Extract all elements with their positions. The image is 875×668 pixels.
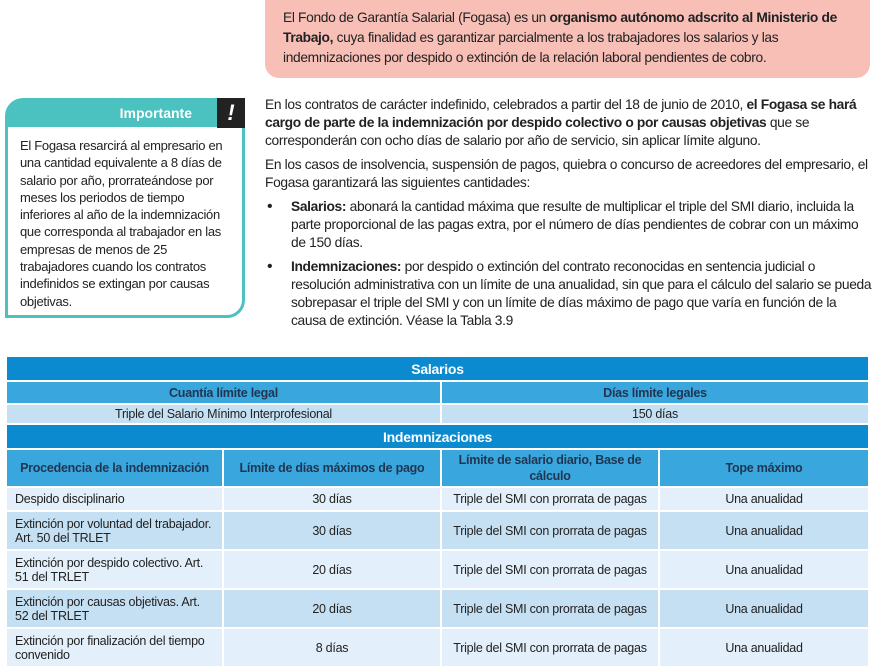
p1-bold: el Fogasa se hará cargo de parte de la i… [265, 97, 857, 130]
table-row: Despido disciplinario 30 días Triple del S… [7, 488, 868, 510]
fogasa-table: Salarios Cuantía límite legal Días límit… [5, 355, 870, 668]
intro-callout: El Fondo de Garantía Salarial (Fogasa) e… [265, 0, 870, 78]
table-cell: Una anualidad [660, 551, 868, 588]
header-cell: Tope máximo [660, 450, 868, 486]
paragraph-2: En los casos de insolvencia, suspensión … [265, 157, 868, 190]
bullet-label: Indemnizaciones: [291, 259, 402, 274]
table-cell: Triple del SMI con prorrata de pagas [442, 488, 658, 510]
table-cell: 150 días [442, 405, 868, 423]
table-cell: Triple del SMI con prorrata de pagas [442, 590, 658, 627]
table-cell: Extinción por causas objetivas. Art. 52 … [7, 590, 222, 627]
paragraph-1: En los contratos de carácter indefinido,… [265, 96, 872, 150]
table-cell: 30 días [224, 512, 440, 549]
table-cell: Una anualidad [660, 629, 868, 666]
exclamation-icon: ! [217, 98, 245, 128]
table-cell: Extinción por finalización del tiempo co… [7, 629, 222, 666]
table-row: Extinción por despido colectivo. Art. 51… [7, 551, 868, 588]
main-text: En los contratos de carácter indefinido,… [265, 96, 872, 336]
table-cell: 20 días [224, 551, 440, 588]
p1-text: En los contratos de carácter indefinido,… [265, 97, 747, 112]
intro-text: El Fondo de Garantía Salarial (Fogasa) e… [283, 10, 550, 25]
bullet-salarios: Salarios: abonará la cantidad máxima que… [265, 198, 872, 252]
bullet-label: Salarios: [291, 199, 347, 214]
table-cell: Triple del SMI con prorrata de pagas [442, 629, 658, 666]
table-cell: 30 días [224, 488, 440, 510]
table-cell: Extinción por despido colectivo. Art. 51… [7, 551, 222, 588]
bullet-indemnizaciones: Indemnizaciones: por despido o extinción… [265, 258, 872, 330]
header-cell: Cuantía límite legal [7, 382, 440, 403]
intro-text-end: cuya finalidad es garantizar parcialment… [283, 30, 779, 65]
header-cell: Límite de días máximos de pago [224, 450, 440, 486]
table-cell: 20 días [224, 590, 440, 627]
table-cell: Una anualidad [660, 590, 868, 627]
indemnizaciones-band: Indemnizaciones [7, 425, 868, 448]
table-cell: Una anualidad [660, 488, 868, 510]
table-row: Extinción por causas objetivas. Art. 52 … [7, 590, 868, 627]
bullet-text: por despido o extinción del contrato rec… [291, 259, 872, 328]
important-box: Importante ! El Fogasa resarcirá al empr… [5, 98, 245, 318]
salarios-band: Salarios [7, 357, 868, 380]
table-cell: Triple del SMI con prorrata de pagas [442, 551, 658, 588]
header-cell: Límite de salario diario, Base de cálcul… [442, 450, 658, 486]
intro-bold: organismo autónomo adscrito al Ministeri… [283, 10, 837, 45]
table-row: Extinción por finalización del tiempo co… [7, 629, 868, 666]
table-row: Extinción por voluntad del trabajador. A… [7, 512, 868, 549]
p1-text-end: que se corresponderán con ocho días de s… [265, 115, 810, 148]
header-cell: Días límite legales [442, 382, 868, 403]
header-cell: Procedencia de la indemnización [7, 450, 222, 486]
table-cell: Triple del Salario Mínimo Interprofesion… [7, 405, 440, 423]
table-cell: Una anualidad [660, 512, 868, 549]
table-cell: Despido disciplinario [7, 488, 222, 510]
table-cell: Extinción por voluntad del trabajador. A… [7, 512, 222, 549]
bullet-list: Salarios: abonará la cantidad máxima que… [265, 198, 872, 330]
important-title: Importante [8, 101, 242, 127]
important-text: El Fogasa resarcirá al empresario en una… [20, 138, 223, 309]
table-cell: 8 días [224, 629, 440, 666]
table-cell: Triple del SMI con prorrata de pagas [442, 512, 658, 549]
bullet-text: abonará la cantidad máxima que resulte d… [291, 199, 859, 250]
